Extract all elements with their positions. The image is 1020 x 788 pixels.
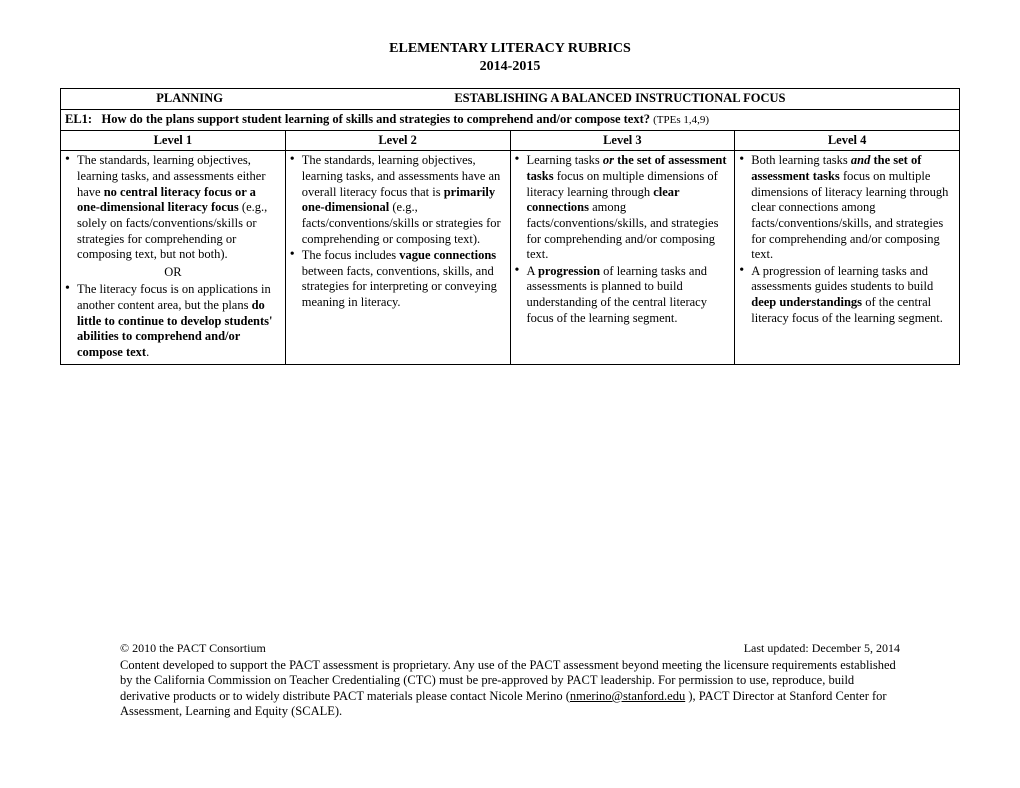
level-1-cell: The standards, learning objectives, lear… [61, 151, 286, 364]
bullet-item: A progression of learning tasks and asse… [739, 264, 955, 327]
level-3-header: Level 3 [510, 130, 735, 151]
bullet-item: The standards, learning objectives, lear… [290, 153, 506, 247]
question-cell: EL1: How do the plans support student le… [61, 110, 960, 131]
footer: © 2010 the PACT Consortium Last updated:… [120, 641, 900, 721]
title-line-2: 2014-2015 [60, 58, 960, 76]
question-tpes: (TPEs 1,4,9) [653, 114, 709, 126]
document-title: ELEMENTARY LITERACY RUBRICS 2014-2015 [60, 40, 960, 76]
bullet-item: The focus includes vague connections bet… [290, 248, 506, 311]
question-text: How do the plans support student learnin… [101, 112, 650, 126]
last-updated-text: Last updated: December 5, 2014 [744, 641, 900, 656]
title-line-1: ELEMENTARY LITERACY RUBRICS [60, 40, 960, 58]
level-2-header: Level 2 [285, 130, 510, 151]
level-4-cell: Both learning tasks and the set of asses… [735, 151, 960, 364]
footer-top-row: © 2010 the PACT Consortium Last updated:… [120, 641, 900, 656]
level-2-cell: The standards, learning objectives, lear… [285, 151, 510, 364]
bullet-item: Both learning tasks and the set of asses… [739, 153, 955, 262]
header-planning: PLANNING [65, 91, 314, 107]
page: ELEMENTARY LITERACY RUBRICS 2014-2015 PL… [60, 40, 960, 748]
header-row: PLANNING ESTABLISHING A BALANCED INSTRUC… [61, 89, 960, 110]
header-establishing: ESTABLISHING A BALANCED INSTRUCTIONAL FO… [317, 91, 922, 107]
bullet-item: Learning tasks or the set of assessment … [515, 153, 731, 262]
footer-body: Content developed to support the PACT as… [120, 658, 900, 721]
level-1-header: Level 1 [61, 130, 286, 151]
level-3-cell: Learning tasks or the set of assessment … [510, 151, 735, 364]
rubric-table: PLANNING ESTABLISHING A BALANCED INSTRUC… [60, 88, 960, 364]
bullet-item: A progression of learning tasks and asse… [515, 264, 731, 327]
copyright-text: © 2010 the PACT Consortium [120, 641, 266, 656]
content-row: The standards, learning objectives, lear… [61, 151, 960, 364]
header-cell: PLANNING ESTABLISHING A BALANCED INSTRUC… [61, 89, 960, 110]
question-prefix: EL1: [65, 112, 92, 126]
bullet-item: The standards, learning objectives, lear… [65, 153, 281, 262]
or-separator: OR [65, 265, 281, 281]
level-4-header: Level 4 [735, 130, 960, 151]
contact-email[interactable]: nmerino@stanford.edu [570, 689, 685, 703]
bullet-item: The literacy focus is on applications in… [65, 282, 281, 360]
question-row: EL1: How do the plans support student le… [61, 110, 960, 131]
level-header-row: Level 1 Level 2 Level 3 Level 4 [61, 130, 960, 151]
